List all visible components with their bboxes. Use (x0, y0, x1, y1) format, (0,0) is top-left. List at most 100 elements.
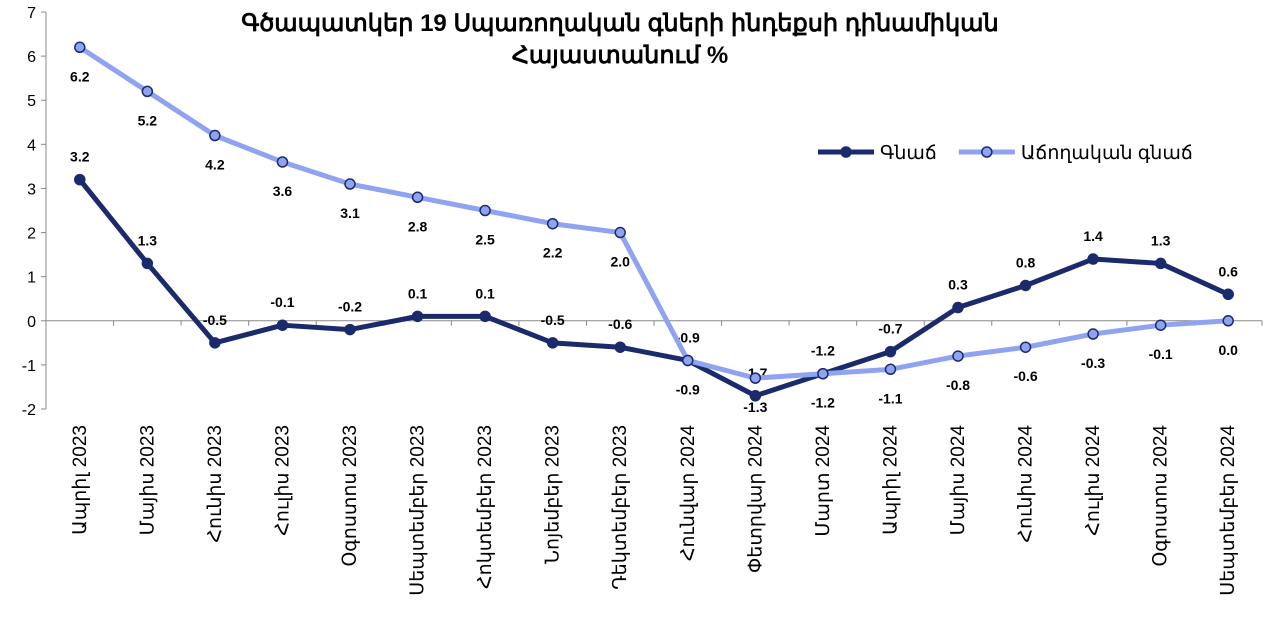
value-label: 4.2 (205, 157, 225, 173)
point (952, 301, 964, 314)
x-tick-label: Սեպտեմբեր 2024 (1218, 425, 1239, 596)
point (614, 341, 626, 353)
x-tick-label: Մարտ 2024 (813, 425, 834, 537)
x-tick-label: Ապրիլ 2023 (70, 425, 91, 535)
value-label: 1.4 (1083, 228, 1103, 244)
value-label: -0.5 (203, 312, 227, 328)
point (614, 226, 626, 239)
point (952, 350, 964, 362)
value-label: 3.2 (70, 149, 90, 165)
point (479, 204, 491, 217)
value-label: 2.5 (475, 232, 495, 248)
value-label: -0.9 (676, 381, 700, 397)
y-tick-label: 1 (27, 270, 36, 287)
point (546, 217, 559, 230)
point (209, 337, 221, 349)
x-tick-label: Օգոստոս 2024 (1151, 425, 1172, 567)
value-label: -0.2 (338, 299, 362, 315)
point (344, 323, 356, 336)
value-label: -1.1 (878, 390, 902, 406)
point (411, 191, 424, 204)
value-label: -1.3 (743, 399, 767, 415)
value-label: -0.5 (541, 312, 565, 328)
value-label: 2.8 (408, 218, 428, 234)
value-label: 6.2 (70, 68, 90, 84)
x-tick-label: Փետրվար 2024 (745, 425, 766, 574)
value-label: -0.8 (946, 377, 970, 393)
value-label: 0.6 (1218, 263, 1238, 279)
y-tick-label: 4 (27, 137, 36, 154)
value-label: 3.1 (340, 205, 360, 221)
chart-title: Գծապատկեր 19 Սպառողական գների ինդեքսի դի… (241, 10, 999, 69)
point (276, 319, 289, 331)
point (479, 310, 491, 323)
y-tick-label: 7 (27, 5, 36, 22)
y-tick-label: -2 (22, 402, 36, 419)
value-label: 0.8 (1016, 254, 1036, 270)
value-label: 0.0 (1218, 342, 1238, 358)
point (817, 367, 829, 380)
legend-label: Աճողական գնաճ (1021, 143, 1193, 164)
value-label: -0.3 (1081, 355, 1105, 371)
x-tick-label: Հոկտեմբեր 2023 (475, 425, 496, 589)
y-tick-label: 5 (27, 93, 36, 110)
point (749, 390, 762, 402)
legend-label: Գնաճ (880, 143, 937, 164)
value-label: 2.0 (610, 254, 630, 270)
value-label: -0.7 (878, 321, 902, 337)
x-tick-label: Հուլիս 2023 (272, 425, 293, 536)
x-tick-label: Հունվար 2024 (678, 425, 699, 562)
point (884, 363, 897, 376)
legend-marker (840, 146, 852, 158)
x-tick-label: Մայիս 2023 (137, 425, 158, 535)
point (411, 310, 424, 323)
value-label: -1.2 (811, 395, 835, 411)
x-tick-label: Դեկտեմբեր 2023 (610, 425, 631, 590)
legend-marker (981, 146, 993, 158)
value-label: 0.1 (475, 285, 495, 301)
x-tick-label: Հունիս 2024 (1016, 425, 1037, 543)
point (1019, 341, 1032, 353)
point (141, 257, 154, 270)
point (682, 354, 694, 367)
point (344, 178, 356, 190)
series-line (77, 178, 1230, 399)
point (1154, 257, 1167, 270)
y-tick-label: 6 (27, 49, 36, 66)
value-label: -0.9 (676, 329, 700, 345)
point (141, 85, 154, 98)
series-line (78, 45, 1229, 381)
point (276, 156, 289, 168)
point (1087, 253, 1099, 265)
point (884, 345, 897, 358)
x-tick-label: Նոյեմբեր 2023 (543, 425, 564, 564)
point (1222, 288, 1234, 301)
value-label: 0.1 (408, 285, 428, 301)
point (1222, 315, 1234, 327)
value-label: 2.2 (543, 245, 563, 261)
y-tick-label: 2 (27, 226, 36, 243)
value-label: 0.3 (948, 277, 968, 293)
value-label: -1.2 (811, 343, 835, 359)
x-tick-label: Ապրիլ 2024 (880, 425, 901, 535)
value-label: -0.1 (270, 294, 294, 310)
value-label: 1.3 (138, 232, 158, 248)
point (209, 129, 221, 142)
y-tick-label: 0 (27, 314, 36, 331)
x-tick-label: Հուլիս 2024 (1083, 425, 1104, 536)
point (1154, 319, 1167, 331)
y-tick-label: -1 (22, 358, 36, 375)
point (1087, 328, 1099, 340)
point (749, 372, 762, 384)
point (74, 41, 86, 54)
value-label: -0.1 (1149, 346, 1173, 362)
value-label: 1.3 (1151, 232, 1171, 248)
x-tick-label: Սեպտեմբեր 2023 (408, 425, 429, 596)
point (1019, 279, 1032, 292)
y-tick-label: 3 (27, 181, 36, 198)
x-tick-label: Հունիս 2023 (205, 425, 226, 543)
point (546, 337, 559, 349)
value-label: 5.2 (138, 112, 158, 128)
